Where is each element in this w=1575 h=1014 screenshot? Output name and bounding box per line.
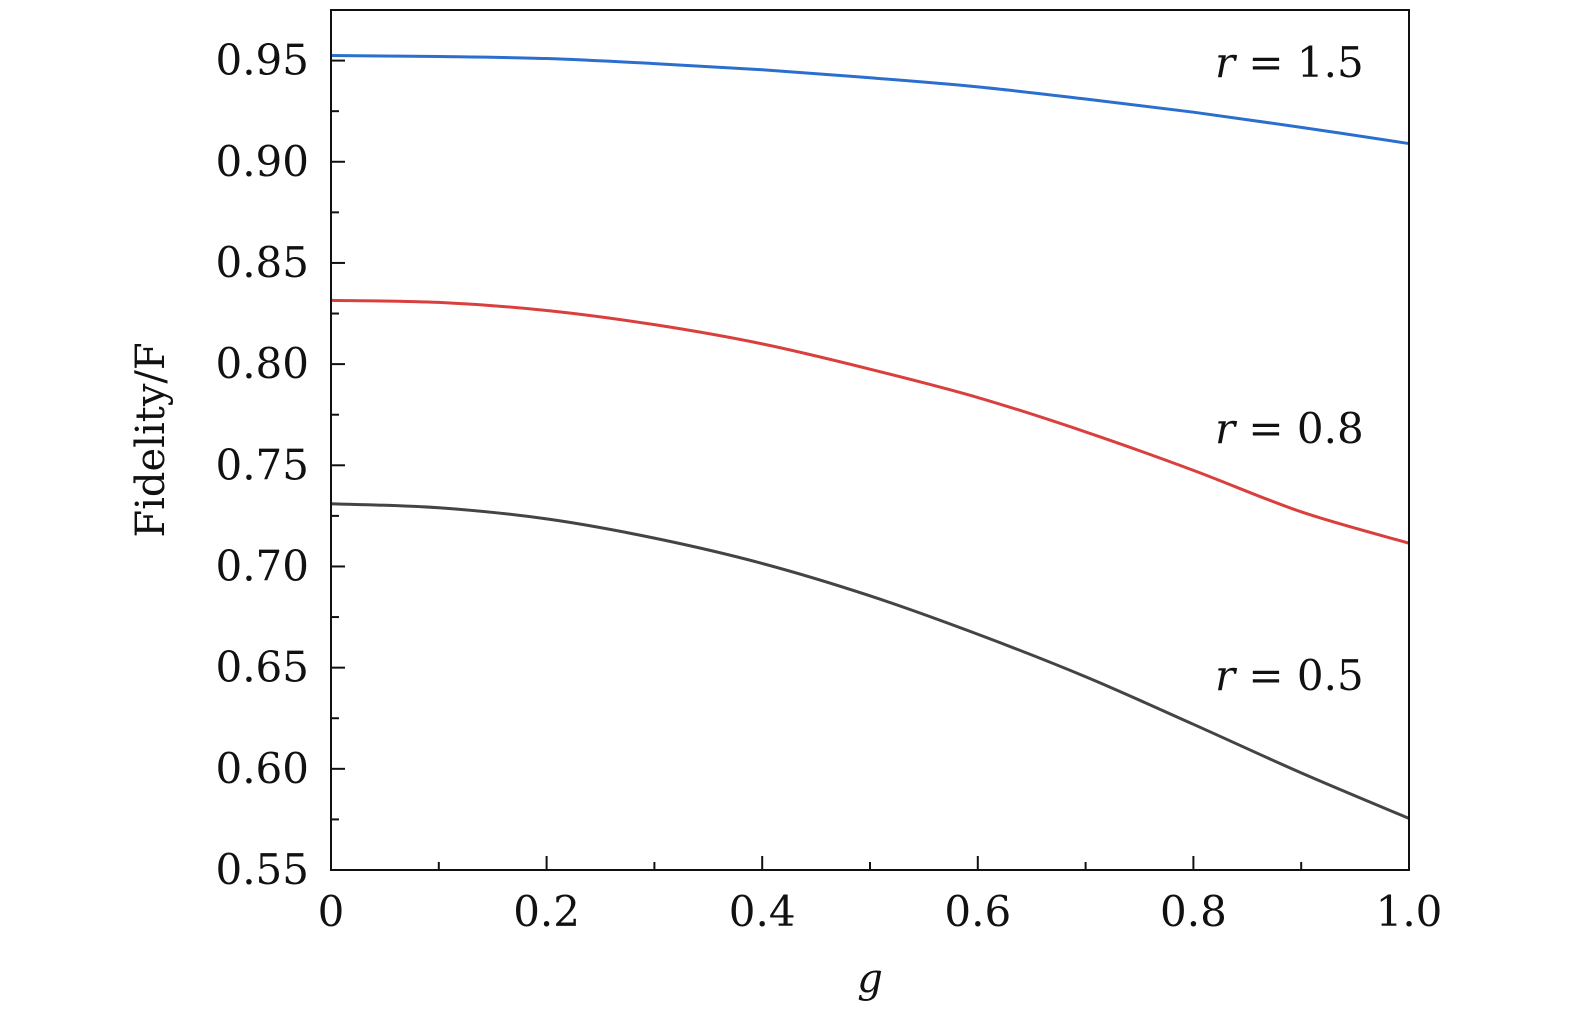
y-tick-label: 0.75 [215, 440, 309, 489]
x-tick-label: 0 [318, 887, 345, 936]
x-tick-label: 1.0 [1376, 887, 1443, 936]
series-label-2: r = 0.8 [1215, 404, 1364, 453]
y-tick-label: 0.80 [215, 339, 309, 388]
x-tick-label: 0.6 [944, 887, 1011, 936]
y-tick-label: 0.95 [215, 36, 309, 85]
y-tick-label: 0.70 [215, 541, 309, 590]
x-tick-label: 0.2 [513, 887, 580, 936]
series-label-3: r = 0.5 [1215, 651, 1364, 700]
y-tick-label: 0.55 [215, 845, 309, 894]
y-tick-label: 0.85 [215, 238, 309, 287]
series-line-2 [330, 298, 1410, 545]
series-line-1 [330, 54, 1410, 146]
x-tick-label: 0.8 [1160, 887, 1227, 936]
series-line-3 [330, 502, 1410, 820]
y-tick-label: 0.90 [215, 137, 309, 186]
y-tick-label: 0.65 [215, 643, 309, 692]
x-axis-label: g [857, 956, 883, 1002]
y-axis-label: Fidelity/F [128, 342, 174, 537]
x-tick-label: 0.4 [729, 887, 796, 936]
series-label-1: r = 1.5 [1215, 38, 1364, 87]
y-tick-label: 0.60 [215, 744, 309, 793]
